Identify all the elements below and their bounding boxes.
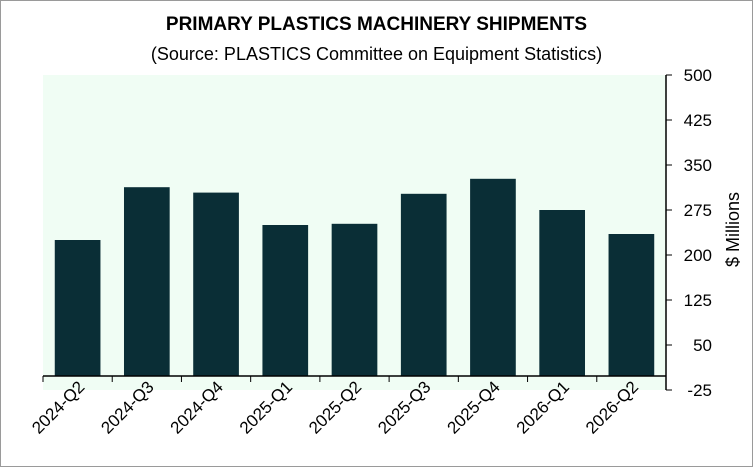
y-tick-label: 425 [684,111,712,130]
y-tick-label: 200 [684,246,712,265]
bars-group [54,178,655,376]
y-axis: 500 425 350 275 200 125 50 -25 [665,66,712,400]
bar-2026-Q1 [539,210,586,376]
y-tick-label: 275 [684,201,712,220]
y-tick-label: 50 [693,336,712,355]
chart-title: PRIMARY PLASTICS MACHINERY SHIPMENTS [165,14,588,35]
y-tick-label: 350 [684,156,712,175]
y-tick-label: 125 [684,291,712,310]
y-tick-label: 500 [684,66,712,85]
chart-subtitle: (Source: PLASTICS Committee on Equipment… [150,44,603,64]
y-tick-label: -25 [687,381,712,400]
bar-2026-Q2 [608,234,655,376]
bar-2025-Q2 [331,223,378,376]
bar-2024-Q2 [54,240,101,376]
bar-2024-Q4 [193,192,239,376]
bar-2025-Q1 [262,225,309,376]
y-axis-label: $ Millions [723,192,743,267]
bar-2025-Q4 [470,178,516,376]
bar-2024-Q3 [123,187,170,376]
bar-2025-Q3 [400,193,447,376]
